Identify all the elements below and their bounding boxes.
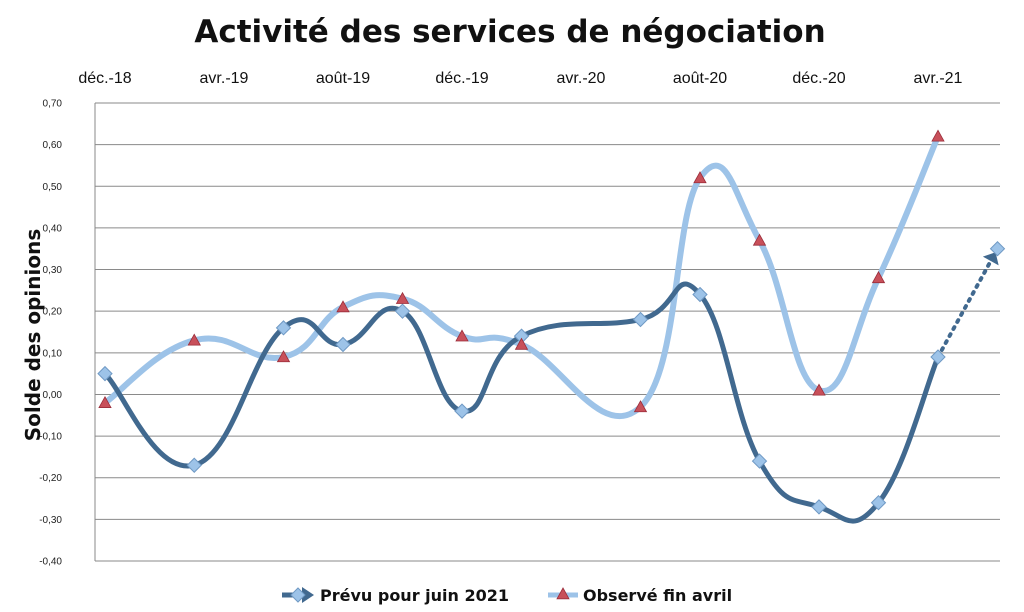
data-point-prevu	[632, 311, 649, 328]
data-point-observe	[455, 329, 469, 342]
data-point-observe	[514, 337, 529, 350]
forecast-dotted-line	[939, 258, 993, 352]
y-axis: 0,70 0,60 0,50 0,40 0,30 0,20 0,10 0,00 -0,10 -0,…	[39, 99, 1000, 568]
x-tick-label: déc.-20	[792, 70, 845, 87]
y-axis-label: Solde des opinions	[21, 229, 45, 441]
y-tick-label: -0,40	[39, 557, 62, 568]
data-point-observe	[931, 129, 945, 142]
legend-label-prevu: Prévu pour juin 2021	[320, 586, 509, 605]
data-point-prevu	[692, 286, 708, 303]
x-tick-label: déc.-18	[78, 70, 131, 87]
series-layer	[97, 129, 1006, 524]
chart-title: Activité des services de négociation	[194, 14, 825, 50]
y-tick-label: 0,70	[43, 99, 63, 110]
y-tick-label: 0,20	[43, 307, 63, 318]
x-tick-label: avr.-20	[557, 70, 606, 87]
legend-swatch-prevu-marker	[290, 587, 306, 603]
x-tick-label: août-20	[673, 70, 727, 87]
y-tick-label: 0,50	[43, 182, 63, 193]
y-tick-label: 0,40	[43, 223, 63, 234]
data-point-observe	[633, 400, 648, 413]
data-point-prevu	[275, 320, 292, 336]
y-tick-label: 0,00	[43, 390, 63, 401]
series-line-observe	[102, 133, 941, 419]
data-point-prevu	[335, 336, 351, 353]
legend-swatch-observe-marker	[556, 587, 570, 600]
x-axis-ticks: déc.-18 avr.-19 août-19 déc.-19 avr.-20 août-…	[78, 70, 962, 87]
y-tick-label: -0,30	[39, 515, 62, 526]
x-tick-label: déc.-19	[435, 70, 488, 87]
y-tick-label: 0,30	[43, 265, 63, 276]
y-tick-label: 0,10	[43, 348, 63, 359]
data-point-observe	[752, 233, 767, 246]
data-point-prevu	[97, 365, 113, 382]
forecast-arrow-head	[982, 252, 999, 266]
x-tick-label: avr.-19	[200, 70, 249, 87]
data-point-observe	[276, 350, 291, 363]
y-tick-label: -0,20	[39, 473, 62, 484]
data-point-prevu	[454, 403, 470, 419]
data-point-observe	[98, 395, 112, 408]
legend-label-observe: Observé fin avril	[583, 586, 732, 605]
legend-swatch-prevu-arrow	[302, 587, 314, 603]
data-point-prevu	[870, 495, 887, 511]
data-point-observe	[395, 291, 410, 304]
legend: Prévu pour juin 2021 Observé fin avril	[282, 586, 732, 605]
data-point-observe	[812, 383, 826, 396]
data-point-observe	[187, 333, 201, 346]
data-point-prevu	[186, 457, 202, 473]
x-tick-label: avr.-21	[914, 70, 963, 87]
data-point-prevu	[811, 499, 827, 515]
data-point-prevu	[989, 241, 1006, 257]
data-point-prevu	[394, 303, 411, 319]
data-point-prevu	[930, 349, 946, 365]
y-tick-label: -0,10	[39, 432, 62, 443]
x-tick-label: août-19	[316, 70, 370, 87]
data-point-observe	[871, 271, 886, 284]
y-tick-label: 0,60	[43, 140, 63, 151]
series-line-prevu	[102, 281, 941, 524]
data-point-observe	[336, 300, 350, 313]
data-point-prevu	[751, 453, 768, 469]
data-point-observe	[693, 171, 707, 184]
